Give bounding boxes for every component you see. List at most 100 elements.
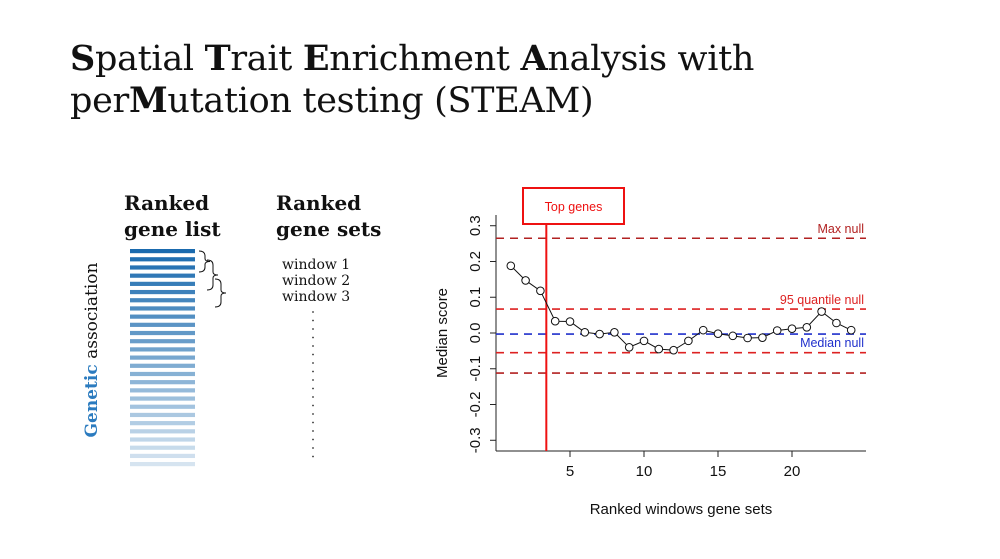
gene-bar [130,412,195,418]
continuation-dot [312,387,314,390]
data-point [728,331,738,341]
gene-bar [130,388,195,393]
continuation-dot [312,438,314,441]
title-line1-segment: rait [230,39,303,79]
x-tick-label: 10 [636,463,653,480]
continuation-dot [312,421,314,424]
gene-bar [130,339,195,344]
data-point [758,333,767,342]
data-point [610,327,619,337]
continuation-dot [312,396,314,398]
gene-bar [130,249,195,254]
continuation-dot [312,328,314,330]
continuation-dot [312,345,314,347]
continuation-dot [312,413,314,415]
gene-bar [130,453,195,459]
gene-bar [130,265,195,270]
reference-line-label: 95 quantile null [780,293,864,307]
title-line-1: Spatial Trait Enrichment Analysis with [70,38,754,80]
gene-bar [130,281,195,286]
gene-bar [130,396,195,401]
top-genes-box [522,187,625,225]
gene-list-heading: Ranked gene list [124,190,221,242]
data-point [817,307,826,316]
title-line-2: perMutation testing (STEAM) [70,80,754,122]
gene-bar [130,330,195,336]
data-point [654,344,664,354]
gene-bar [130,363,195,368]
continuation-dot [312,455,314,458]
data-point [787,324,797,334]
gene-bar [130,429,195,434]
title-line1-segment: nalysis with [547,39,755,79]
x-tick-label: 5 [566,463,574,480]
gene-sets-heading-line2: gene sets [276,217,382,241]
y-tick-label: -0.2 [467,392,484,418]
window-1-label: window 1 [282,257,351,273]
y-tick-label: 0.1 [467,287,484,308]
data-point [506,261,516,271]
continuation-dot [312,336,314,339]
data-point [580,327,590,337]
data-point [698,325,708,335]
title-line1-segment: patial [94,39,205,79]
gene-bar [130,289,195,295]
data-point [669,345,678,355]
window-3-label: window 3 [282,289,351,305]
gene-bar [130,298,195,303]
data-point [772,326,782,335]
data-point [684,336,693,346]
y-tick-label: 0.3 [467,215,484,236]
data-point [743,333,752,343]
x-tick-label: 20 [784,463,801,480]
gene-bar [130,421,195,426]
data-point [565,317,575,326]
continuation-dot [312,379,314,381]
title-line1-segment: E [302,38,330,79]
window-bracket [214,278,227,308]
gene-bar [130,347,195,352]
gene-list-heading-line1: Ranked [124,191,210,215]
title-line1-segment: A [520,38,548,79]
slide-title: Spatial Trait Enrichment Analysis with p… [70,38,754,122]
data-point [846,325,856,335]
top-genes-label: Top genes [545,200,603,214]
title-line2-segment: utation testing (STEAM) [167,81,594,121]
title-line1-segment: S [70,38,95,79]
window-bracket [198,250,211,273]
data-point [595,329,604,339]
continuation-dot [312,370,314,373]
y-tick-label: 0.2 [467,251,484,272]
gene-bar [130,273,195,278]
gene-bar [130,355,195,360]
gene-bar [130,437,195,442]
x-axis-title: Ranked windows gene sets [590,501,773,518]
gene-sets-heading-line1: Ranked [276,191,362,215]
gene-bar [130,306,195,311]
window-2-label: window 2 [282,273,351,289]
data-point [832,318,841,328]
gene-list-heading-line2: gene list [124,217,221,241]
gene-bar [130,462,195,467]
gene-bar [130,445,195,450]
title-line2-segment: M [128,80,168,121]
y-tick-label: -0.1 [467,356,484,382]
data-point [639,336,649,346]
y-tick-label: -0.3 [467,427,484,453]
continuation-dot [312,319,314,322]
data-point [713,329,723,339]
data-point [536,286,545,296]
gene-bar [130,314,195,319]
gene-sets-heading: Ranked gene sets [276,190,381,242]
title-line2-segment: per [70,81,129,121]
gene-bar [130,404,195,409]
data-point [802,322,812,332]
data-point [624,343,634,352]
title-line1-segment: nrichment [329,39,521,79]
continuation-dot [312,311,314,313]
y-axis-title: Median score [434,288,451,378]
gene-bar [130,380,195,385]
reference-line-label: Max null [817,222,864,236]
